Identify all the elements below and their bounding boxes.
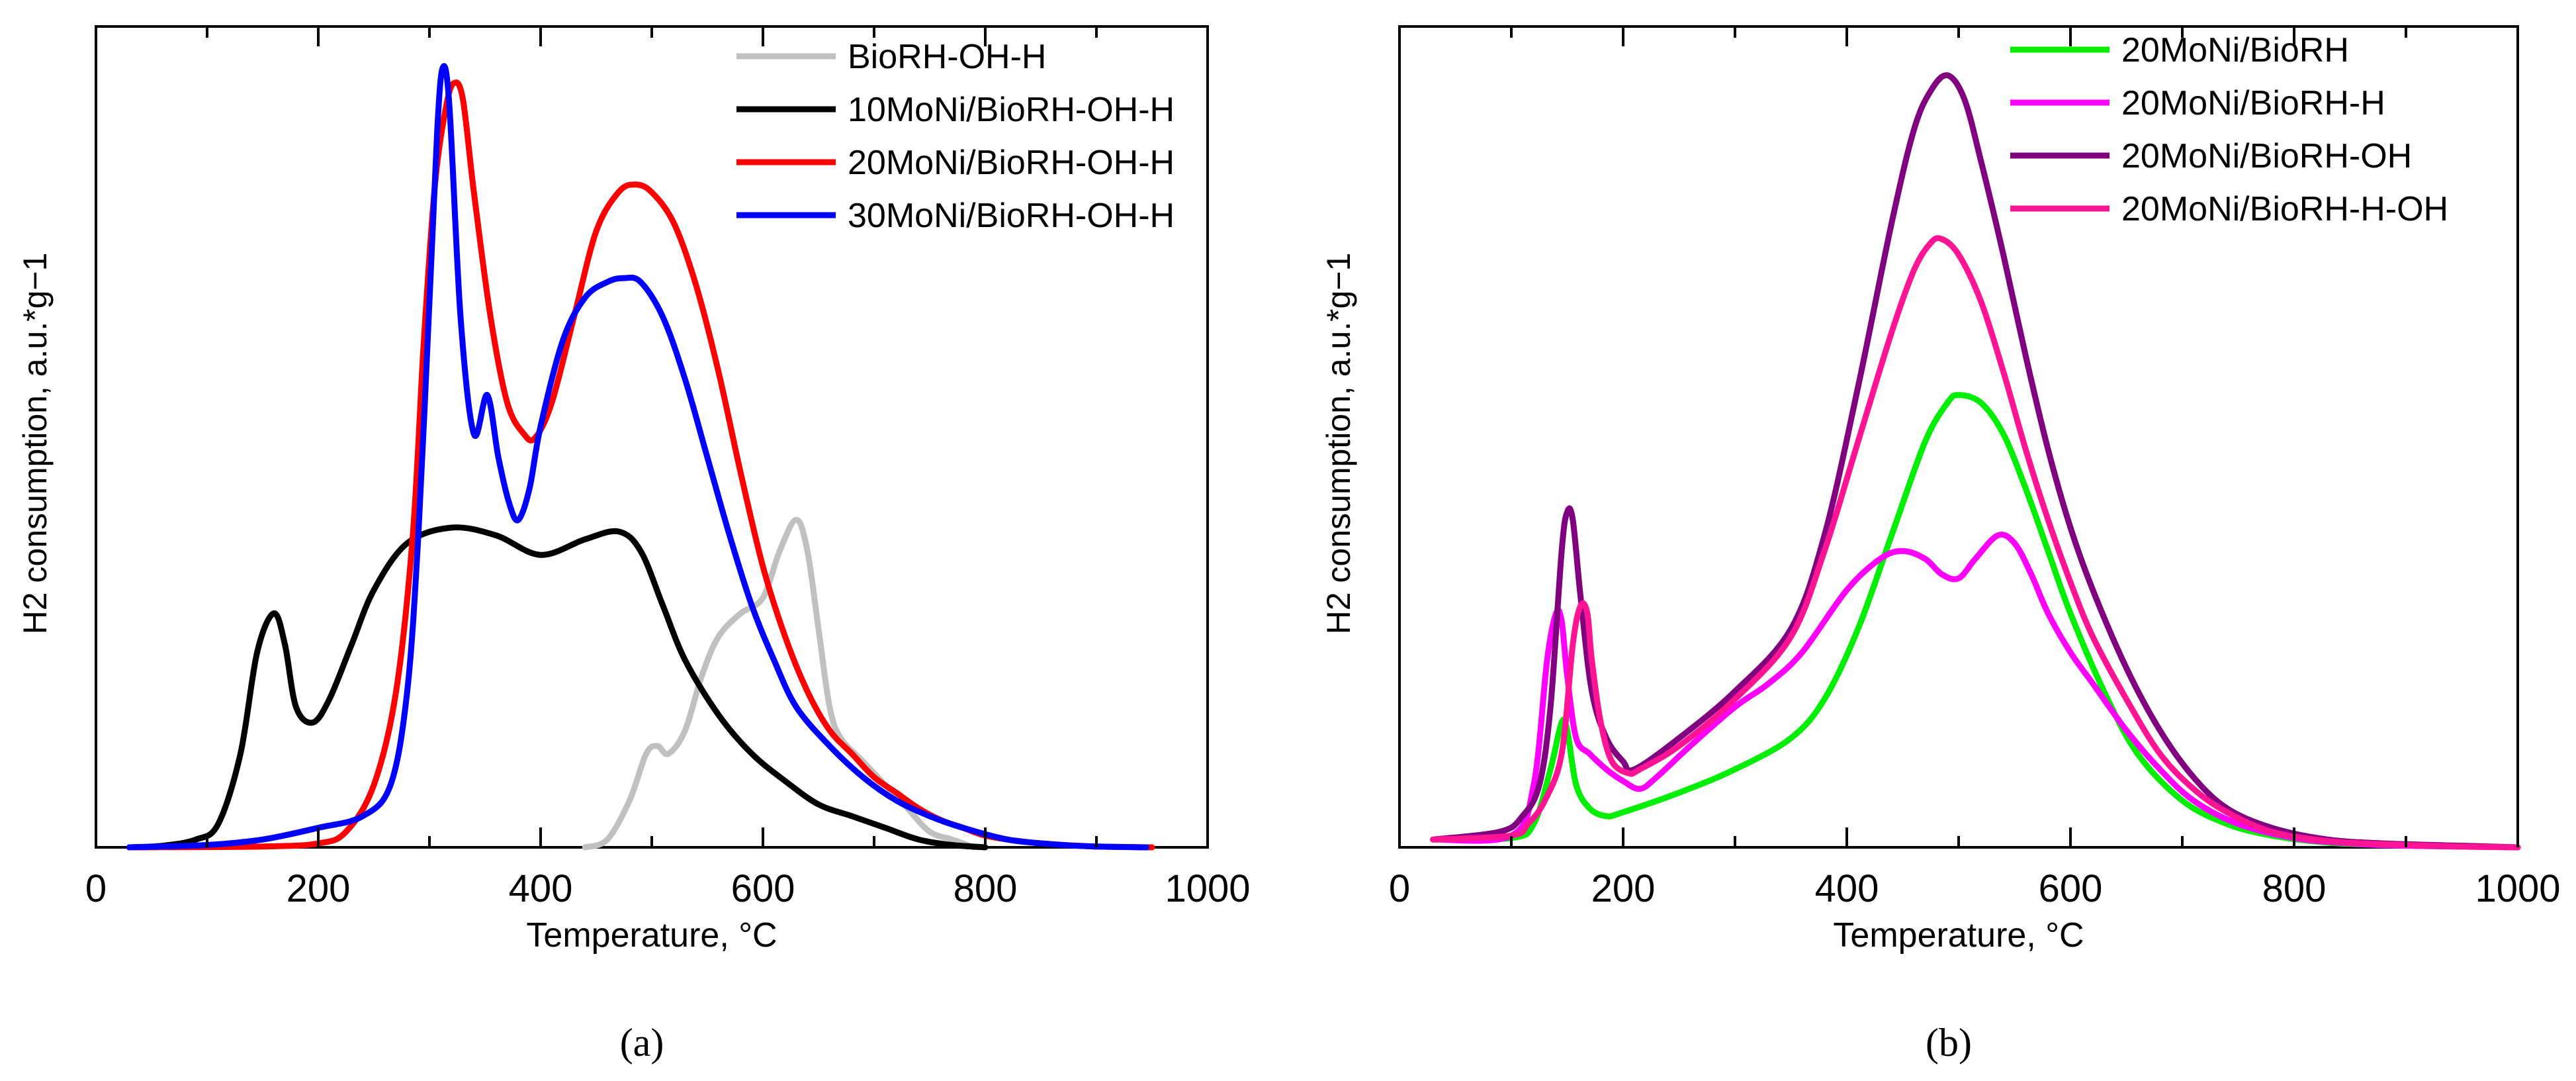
legend-label: 20MoNi/BioRH-H-OH bbox=[2121, 190, 2448, 228]
legend-label: BioRH-OH-H bbox=[848, 38, 1046, 76]
chart-panel-b: 0 200 400 600 800 1000 20MoNi/BioRH20MoNi/Bio… bbox=[1320, 25, 2561, 1064]
x-tick-label: 0 bbox=[85, 867, 107, 910]
x-tick-label: 800 bbox=[954, 867, 1018, 910]
series-line-10moni-biorh-oh-h bbox=[126, 524, 989, 851]
x-axis-label-a: Temperature, °C bbox=[526, 916, 777, 955]
series-line-20moni-biorh-oh-h bbox=[126, 79, 1155, 851]
series-group-a bbox=[126, 63, 1155, 851]
series-line-20moni-biorh-oh bbox=[1430, 72, 2521, 851]
x-tick-label: 1000 bbox=[2475, 867, 2560, 910]
legend-label: 10MoNi/BioRH-OH-H bbox=[848, 91, 1175, 129]
series-line-30moni-biorh-oh-h bbox=[126, 63, 1150, 851]
series-group-b bbox=[1430, 72, 2521, 851]
x-tick-label: 400 bbox=[509, 867, 573, 910]
y-axis-label-a: H2 consumption, a.u.*g−1 bbox=[17, 253, 54, 635]
x-axis-label-b: Temperature, °C bbox=[1833, 916, 2084, 955]
series-line-20moni-biorh-h bbox=[1430, 532, 2521, 851]
series-line-20moni-biorh-h-oh bbox=[1430, 235, 2521, 851]
legend-b: 20MoNi/BioRH 20MoNi/BioRH-H 20MoNi/BioRH-O… bbox=[2010, 31, 2448, 228]
x-tick-label: 600 bbox=[2039, 867, 2103, 910]
legend-label: 30MoNi/BioRH-OH-H bbox=[848, 197, 1175, 235]
ticks-group-a: 0 200 400 600 800 1000 bbox=[85, 26, 1251, 910]
x-tick-label: 600 bbox=[731, 867, 795, 910]
legend-a: BioRH-OH-H 10MoNi/BioRH-OH-H 20MoNi/BioRH-… bbox=[736, 38, 1175, 235]
series-line-20moni-biorh bbox=[1430, 392, 2521, 851]
x-tick-label: 0 bbox=[1389, 867, 1410, 910]
legend-label: 20MoNi/BioRH bbox=[2121, 31, 2349, 70]
x-tick-label: 1000 bbox=[1165, 867, 1250, 910]
x-tick-label: 200 bbox=[1591, 867, 1656, 910]
legend-label: 20MoNi/BioRH-OH bbox=[2121, 137, 2412, 175]
panel-caption-a: (a) bbox=[620, 1021, 664, 1064]
ticks-group-b: 0 200 400 600 800 1000 bbox=[1389, 26, 2561, 910]
chart-panel-a: 0 200 400 600 800 1000 BioRH-OH-H 10MoNi/BioRH… bbox=[17, 25, 1251, 1064]
x-tick-label: 800 bbox=[2262, 867, 2327, 910]
panel-caption-b: (b) bbox=[1926, 1021, 1972, 1064]
series-line-biorh-oh-h bbox=[582, 516, 977, 851]
x-tick-label: 400 bbox=[1815, 867, 1879, 910]
x-tick-label: 200 bbox=[287, 867, 351, 910]
legend-label: 20MoNi/BioRH-H bbox=[2121, 84, 2385, 122]
legend-label: 20MoNi/BioRH-OH-H bbox=[848, 144, 1175, 182]
y-axis-label-b: H2 consumption, a.u.*g−1 bbox=[1320, 253, 1357, 635]
